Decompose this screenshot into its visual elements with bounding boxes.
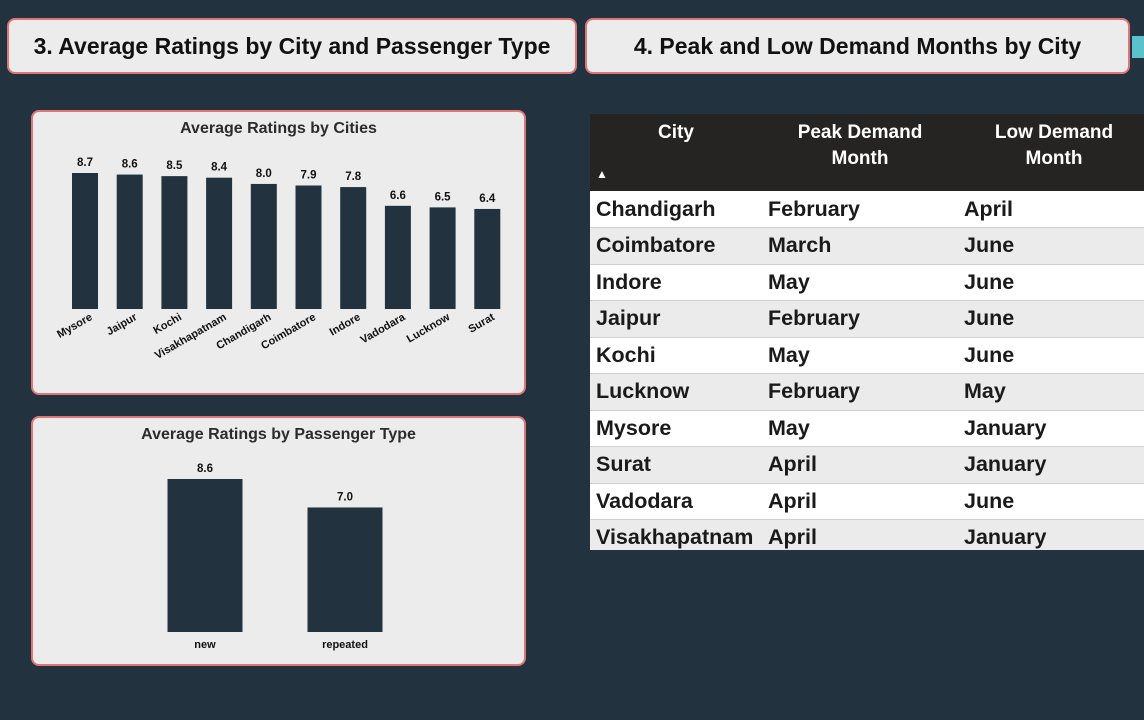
city-cell: Mysore xyxy=(590,410,762,447)
data-label: 6.5 xyxy=(435,191,452,203)
data-label: 8.4 xyxy=(211,162,228,174)
table-header-row: City ▲ Peak Demand Month Low Demand Mont… xyxy=(590,114,1144,191)
table-row[interactable]: Visakhapatnam April January xyxy=(590,519,1144,550)
ratings-by-city-svg: Average Ratings by Cities 8.7 Mysore 8.6 Jai… xyxy=(55,120,501,362)
bar-vadodara[interactable] xyxy=(384,205,411,309)
bar-indore[interactable] xyxy=(340,187,367,309)
city-cell: Lucknow xyxy=(590,373,762,411)
city-cell: Indore xyxy=(590,264,762,301)
data-label: 8.5 xyxy=(166,160,183,172)
section-4-title: 4. Peak and Low Demand Months by City xyxy=(585,18,1130,74)
table-row[interactable]: Kochi May June xyxy=(590,337,1144,374)
table-row[interactable]: Surat April January xyxy=(590,446,1144,484)
low-month-cell: June xyxy=(958,227,1144,265)
chart-title: Average Ratings by Passenger Type xyxy=(141,426,416,443)
city-cell: Vadodara xyxy=(590,483,762,520)
header-peak-demand[interactable]: Peak Demand Month xyxy=(762,114,958,191)
low-month-cell: January xyxy=(958,446,1144,484)
x-tick-label: Surat xyxy=(466,311,497,336)
x-tick-label: Indore xyxy=(328,311,363,338)
bar-kochi[interactable] xyxy=(161,176,188,309)
bar-visakhapatnam[interactable] xyxy=(206,177,233,309)
city-cell: Visakhapatnam xyxy=(590,519,762,550)
peak-month-cell: April xyxy=(762,519,958,550)
data-label: 8.7 xyxy=(77,157,93,169)
city-cell: Kochi xyxy=(590,337,762,374)
peak-month-cell: May xyxy=(762,337,958,374)
header-low-demand[interactable]: Low Demand Month xyxy=(958,114,1144,191)
low-month-cell: May xyxy=(958,373,1144,411)
peak-month-cell: April xyxy=(762,483,958,520)
table-row[interactable]: Coimbatore March June xyxy=(590,227,1144,265)
peak-month-cell: February xyxy=(762,373,958,411)
data-label: 7.0 xyxy=(337,491,353,503)
ratings-by-passenger-type-svg: Average Ratings by Passenger Type 8.6 new 7… xyxy=(141,426,416,651)
low-month-cell: April xyxy=(958,191,1144,228)
demand-months-table[interactable]: City ▲ Peak Demand Month Low Demand Mont… xyxy=(590,114,1144,550)
data-label: 7.9 xyxy=(301,170,317,182)
x-tick-label: Jaipur xyxy=(105,311,140,338)
peak-month-cell: February xyxy=(762,300,958,338)
peak-month-cell: May xyxy=(762,264,958,301)
bar-new[interactable] xyxy=(167,479,243,632)
x-tick-label: Kochi xyxy=(151,311,183,337)
x-tick-label: new xyxy=(194,639,216,651)
low-month-cell: June xyxy=(958,337,1144,374)
x-tick-label: Mysore xyxy=(55,311,94,341)
x-tick-label: repeated xyxy=(322,639,368,651)
bar-lucknow[interactable] xyxy=(429,207,456,309)
x-tick-label: Vadodara xyxy=(359,311,409,347)
data-label: 6.4 xyxy=(479,193,496,205)
city-cell: Surat xyxy=(590,446,762,484)
bar-chandigarh[interactable] xyxy=(250,183,277,309)
section-3-title: 3. Average Ratings by City and Passenger… xyxy=(7,18,577,74)
low-month-cell: June xyxy=(958,264,1144,301)
table-row[interactable]: Indore May June xyxy=(590,264,1144,301)
low-month-cell: January xyxy=(958,410,1144,447)
peak-month-cell: April xyxy=(762,446,958,484)
low-month-cell: June xyxy=(958,483,1144,520)
chart-title: Average Ratings by Cities xyxy=(180,120,377,137)
bar-mysore[interactable] xyxy=(72,173,98,309)
peak-month-cell: May xyxy=(762,410,958,447)
bar-repeated[interactable] xyxy=(307,507,383,632)
x-tick-label: Lucknow xyxy=(405,311,453,345)
data-label: 7.8 xyxy=(345,171,362,183)
data-label: 8.6 xyxy=(122,159,138,171)
table-row[interactable]: Jaipur February June xyxy=(590,300,1144,338)
ratings-by-city-chart[interactable]: Average Ratings by Cities 8.7 Mysore 8.6 Jai… xyxy=(31,110,526,395)
ratings-by-passenger-type-chart[interactable]: Average Ratings by Passenger Type 8.6 new 7… xyxy=(31,416,526,666)
bar-coimbatore[interactable] xyxy=(295,185,322,309)
next-page-tab[interactable] xyxy=(1132,36,1144,58)
low-month-cell: January xyxy=(958,519,1144,550)
table-row[interactable]: Chandigarh February April xyxy=(590,191,1144,228)
data-label: 8.6 xyxy=(197,463,213,475)
city-cell: Chandigarh xyxy=(590,191,762,228)
bar-jaipur[interactable] xyxy=(116,174,143,309)
data-label: 6.6 xyxy=(390,190,406,202)
table-row[interactable]: Mysore May January xyxy=(590,410,1144,447)
peak-month-cell: March xyxy=(762,227,958,265)
bar-surat[interactable] xyxy=(474,208,501,309)
city-cell: Coimbatore xyxy=(590,227,762,265)
header-city[interactable]: City ▲ xyxy=(590,114,762,191)
header-city-label: City xyxy=(658,122,694,143)
sort-ascending-icon[interactable]: ▲ xyxy=(596,167,608,181)
city-cell: Jaipur xyxy=(590,300,762,338)
low-month-cell: June xyxy=(958,300,1144,338)
table-row[interactable]: Lucknow February May xyxy=(590,373,1144,411)
data-label: 8.0 xyxy=(256,168,272,180)
peak-month-cell: February xyxy=(762,191,958,228)
table-row[interactable]: Vadodara April June xyxy=(590,483,1144,520)
